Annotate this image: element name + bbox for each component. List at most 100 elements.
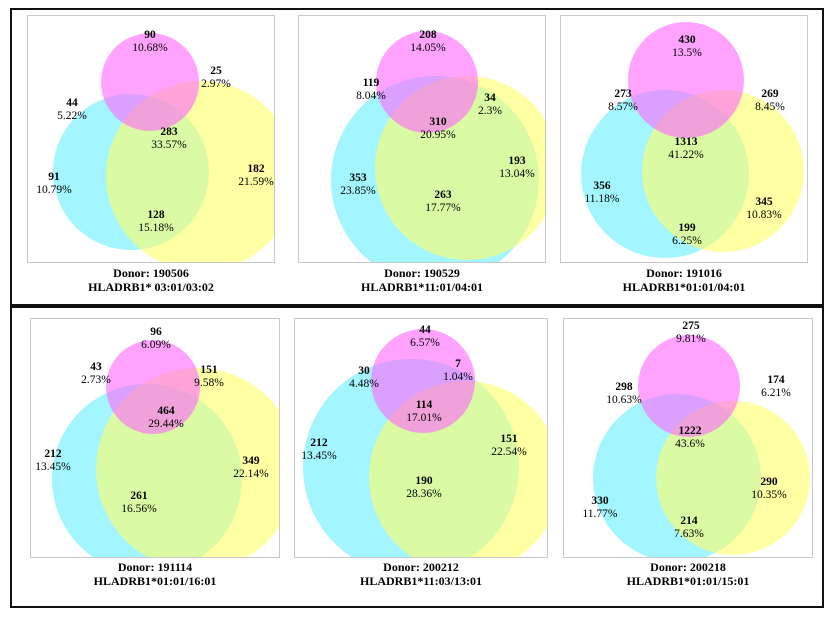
region-percent-a-only: 13.5%: [672, 47, 702, 59]
panel-caption: Donor: 191016 HLADRB1*01:01/04:01: [560, 266, 808, 294]
region-count-ab: 119: [363, 77, 380, 89]
venn-frame: 96 6.09% 43 2.73% 151 9.58% 464 29.44% 212 13.45%…: [30, 318, 280, 558]
region-count-ab: 43: [90, 361, 102, 373]
panel-caption: Donor: 191114 HLADRB1*01:01/16:01: [30, 560, 280, 588]
region-percent-abc: 33.57%: [151, 139, 187, 151]
region-count-ac: 25: [210, 65, 222, 77]
venn-frame: 208 14.05% 119 8.04% 34 2.3% 310 20.95% 353 23.85…: [298, 15, 546, 263]
region-percent-b-only: 10.79%: [36, 184, 72, 196]
region-percent-bc: 6.25%: [672, 235, 702, 247]
region-count-bc: 190: [415, 475, 433, 487]
region-count-c-only: 193: [508, 155, 526, 167]
region-percent-a-only: 6.09%: [141, 339, 171, 351]
region-percent-c-only: 10.83%: [746, 209, 782, 221]
bottom-row-group-border: [10, 306, 824, 608]
allele-label: HLADRB1*01:01/16:01: [93, 574, 217, 588]
region-count-b-only: 91: [48, 171, 60, 183]
donor-label: Donor: 190529: [384, 266, 460, 280]
region-percent-ab: 10.63%: [606, 394, 642, 406]
region-percent-ac: 2.3%: [478, 105, 502, 117]
region-count-c-only: 182: [247, 163, 265, 175]
panel-caption: Donor: 190506 HLADRB1* 03:01/03:02: [27, 266, 275, 294]
region-count-c-only: 290: [760, 476, 778, 488]
region-percent-b-only: 13.45%: [301, 450, 337, 462]
set-a-circle: [106, 340, 200, 434]
region-count-c-only: 151: [500, 433, 518, 445]
region-count-abc: 114: [416, 399, 433, 411]
allele-label: HLADRB1*11:03/13:01: [359, 574, 482, 588]
region-percent-ab: 8.04%: [356, 90, 386, 102]
region-percent-a-only: 6.57%: [410, 337, 440, 349]
region-count-a-only: 90: [144, 29, 156, 41]
region-percent-a-only: 14.05%: [410, 42, 446, 54]
allele-label: HLADRB1*11:01/04:01: [360, 280, 483, 294]
region-count-a-only: 430: [678, 34, 696, 46]
region-percent-ac: 1.04%: [443, 371, 473, 383]
region-count-ac: 34: [484, 92, 496, 104]
set-c-circle: [656, 401, 810, 555]
region-percent-b-only: 11.77%: [582, 508, 617, 520]
venn-frame: 90 10.68% 44 5.22% 25 2.97% 283 33.57% 91 10.79% 1…: [27, 15, 275, 263]
region-percent-ab: 5.22%: [57, 110, 87, 122]
region-count-c-only: 345: [755, 196, 773, 208]
region-count-abc: 1222: [679, 425, 702, 437]
region-count-bc: 261: [130, 490, 148, 502]
region-percent-abc: 43.6%: [675, 438, 705, 450]
top-row-group-border: [10, 8, 824, 306]
region-percent-abc: 17.01%: [406, 412, 442, 424]
region-percent-c-only: 22.54%: [491, 446, 527, 458]
donor-label: Donor: 190506: [113, 266, 189, 280]
region-percent-a-only: 10.68%: [132, 42, 168, 54]
region-count-ab: 298: [615, 381, 633, 393]
set-a-circle: [628, 22, 744, 138]
region-percent-ac: 2.97%: [201, 78, 231, 90]
region-percent-b-only: 23.85%: [340, 185, 376, 197]
allele-label: HLADRB1*01:01/15:01: [626, 574, 750, 588]
region-percent-ab: 8.57%: [608, 101, 638, 113]
region-percent-c-only: 22.14%: [233, 468, 269, 480]
region-percent-abc: 29.44%: [148, 418, 184, 430]
region-count-abc: 464: [157, 405, 175, 417]
region-count-ac: 269: [761, 88, 779, 100]
allele-label: HLADRB1*01:01/04:01: [622, 280, 746, 294]
region-percent-b-only: 11.18%: [584, 193, 619, 205]
region-percent-ac: 9.58%: [194, 377, 224, 389]
region-count-b-only: 356: [593, 180, 611, 192]
venn-frame: 44 6.57% 30 4.48% 7 1.04% 114 17.01% 212 13.45% 15…: [294, 318, 548, 558]
region-count-b-only: 212: [310, 437, 328, 449]
region-count-a-only: 208: [419, 29, 437, 41]
venn-frame: 275 9.81% 298 10.63% 174 6.21% 1222 43.6% 330 11.…: [563, 318, 813, 558]
region-count-a-only: 275: [682, 320, 700, 332]
set-a-circle: [638, 335, 740, 437]
region-count-abc: 310: [429, 116, 447, 128]
region-count-ac: 174: [767, 374, 785, 386]
region-percent-c-only: 10.35%: [751, 489, 787, 501]
region-percent-c-only: 13.04%: [499, 168, 535, 180]
region-percent-c-only: 21.59%: [238, 176, 274, 188]
set-a-circle: [376, 31, 478, 133]
region-percent-ac: 8.45%: [755, 101, 785, 113]
region-count-b-only: 353: [349, 172, 367, 184]
panel-caption: Donor: 200218 HLADRB1*01:01/15:01: [563, 560, 813, 588]
region-count-bc: 214: [680, 515, 698, 527]
region-count-ab: 273: [614, 88, 632, 100]
region-count-b-only: 330: [591, 495, 609, 507]
donor-label: Donor: 191016: [646, 266, 722, 280]
region-count-bc: 263: [434, 189, 452, 201]
region-count-ac: 151: [200, 364, 218, 376]
region-percent-bc: 16.56%: [121, 503, 157, 515]
region-count-a-only: 44: [419, 324, 431, 336]
region-count-ac: 7: [455, 358, 461, 370]
region-count-bc: 199: [678, 222, 696, 234]
region-count-ab: 44: [66, 97, 78, 109]
region-percent-b-only: 13.45%: [35, 461, 71, 473]
region-count-ab: 30: [358, 365, 370, 377]
region-count-b-only: 212: [44, 448, 62, 460]
region-count-abc: 1313: [675, 136, 698, 148]
